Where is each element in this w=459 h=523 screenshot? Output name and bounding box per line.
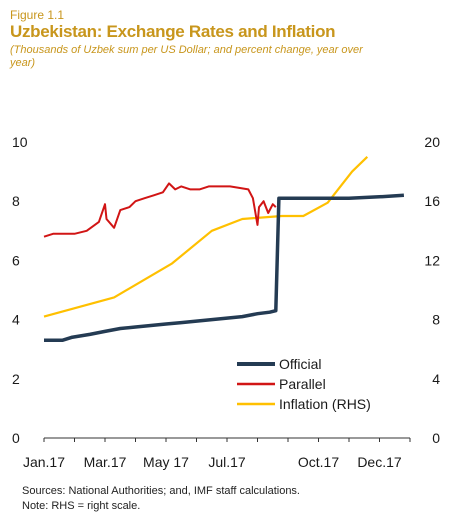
y-left-tick-label: 4 [12,312,20,328]
chart-subtitle: (Thousands of Uzbek sum per US Dollar; a… [10,44,363,69]
chart-title: Uzbekistan: Exchange Rates and Inflation [10,22,336,41]
y-right-tick-label: 0 [432,430,440,446]
y-left-tick-label: 6 [12,252,20,268]
chart-plot: Jan.17 Mar.17 May 17 Jul.17 Oct.17 Dec.17 0 2 4 6… [12,134,440,470]
y-left-tick-label: 10 [12,134,28,150]
y-left-tick-label: 8 [12,193,20,209]
y-right-tick-label: 20 [424,134,440,150]
legend-label-parallel: Parallel [279,376,326,392]
legend-label-inflation: Inflation (RHS) [279,396,371,412]
y-left-tick-label: 2 [12,371,20,387]
source-note: Sources: National Authorities; and, IMF … [22,484,300,514]
x-tick-label: Jul.17 [208,454,246,470]
x-tick-label: Dec.17 [357,454,402,470]
figure-label: Figure 1.1 [10,8,65,22]
legend-label-official: Official [279,356,322,372]
x-tick-label: May 17 [143,454,189,470]
source-line: Sources: National Authorities; and, IMF … [22,485,300,497]
y-left-tick-label: 0 [12,430,20,446]
series-line-parallel [43,182,277,238]
y-right-tick-label: 16 [424,193,440,209]
note-line: Note: RHS = right scale. [22,500,141,512]
series-line-official [44,193,405,343]
y-right-tick-label: 8 [432,312,440,328]
y-right-tick-label: 4 [432,371,440,387]
x-tick-label: Jan.17 [23,454,65,470]
x-tick-label: Oct.17 [298,454,339,470]
y-right-tick-label: 12 [424,252,440,268]
series-line-inflation [43,156,369,318]
x-tick-label: Mar.17 [84,454,127,470]
